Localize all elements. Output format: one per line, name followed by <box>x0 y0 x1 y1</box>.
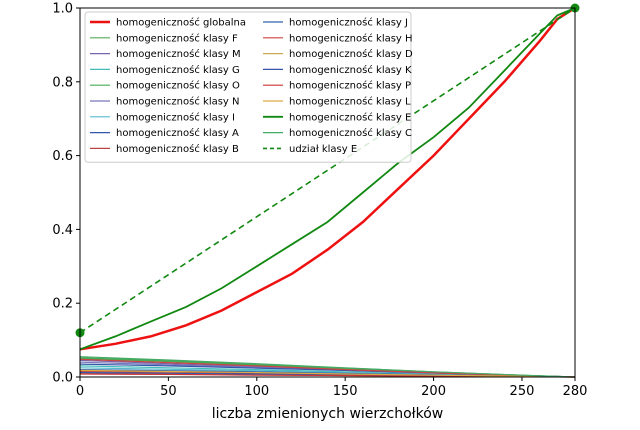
x-axis-label: liczba zmienionych wierzchołków <box>212 406 444 422</box>
legend-entry: homogeniczność klasy B <box>116 143 239 155</box>
x-tick-label: 100 <box>244 384 269 399</box>
legend-entry: homogeniczność globalna <box>116 17 246 29</box>
legend-box <box>84 11 412 163</box>
series-line-15 <box>79 7 576 351</box>
legend: homogeniczność globalna homogeniczność kl… <box>84 11 413 163</box>
legend-entry: udział klasy E <box>289 144 357 155</box>
y-tick-label: 0.2 <box>52 297 73 312</box>
series-line-0 <box>79 6 576 351</box>
x-tick-label: 0 <box>76 384 84 399</box>
legend-entry: homogeniczność klasy A <box>116 127 239 139</box>
legend-entry: homogeniczność klasy J <box>289 17 408 29</box>
y-tick-label: 1.0 <box>52 2 73 17</box>
legend-entry: homogeniczność klasy L <box>289 96 411 108</box>
legend-entry: homogeniczność klasy G <box>116 64 240 76</box>
x-axis-ticks: 0 50 100 150 200 250 280 <box>76 377 588 399</box>
legend-entry: homogeniczność klasy C <box>289 127 412 139</box>
legend-entry: homogeniczność klasy P <box>289 80 411 92</box>
legend-entry: homogeniczność klasy H <box>289 32 413 44</box>
legend-entry: homogeniczność klasy O <box>116 80 240 92</box>
y-tick-label: 0.4 <box>52 223 73 238</box>
y-tick-label: 0.6 <box>52 149 73 164</box>
legend-entry: homogeniczność klasy I <box>116 111 235 123</box>
x-tick-label: 150 <box>333 384 358 399</box>
legend-entry: homogeniczność klasy D <box>289 48 413 60</box>
legend-entry: homogeniczność klasy K <box>289 64 412 76</box>
y-tick-label: 0.8 <box>52 75 73 90</box>
legend-entry: homogeniczność klasy N <box>116 96 240 108</box>
legend-entry: homogeniczność klasy F <box>116 32 238 44</box>
series-line-16 <box>79 356 576 378</box>
legend-entry: homogeniczność klasy E <box>289 111 411 123</box>
x-tick-label: 250 <box>510 384 535 399</box>
plot-frame <box>79 7 576 378</box>
x-tick-label: 280 <box>563 384 588 399</box>
series-line-14 <box>79 369 576 378</box>
y-axis-ticks: 0.0 0.2 0.4 0.6 0.8 1.0 <box>52 2 80 386</box>
y-tick-label: 0.0 <box>52 371 73 386</box>
x-tick-label: 50 <box>160 384 177 399</box>
series-line-17 <box>79 7 576 334</box>
legend-entry: homogeniczność klasy M <box>116 48 241 60</box>
x-tick-label: 200 <box>421 384 446 399</box>
